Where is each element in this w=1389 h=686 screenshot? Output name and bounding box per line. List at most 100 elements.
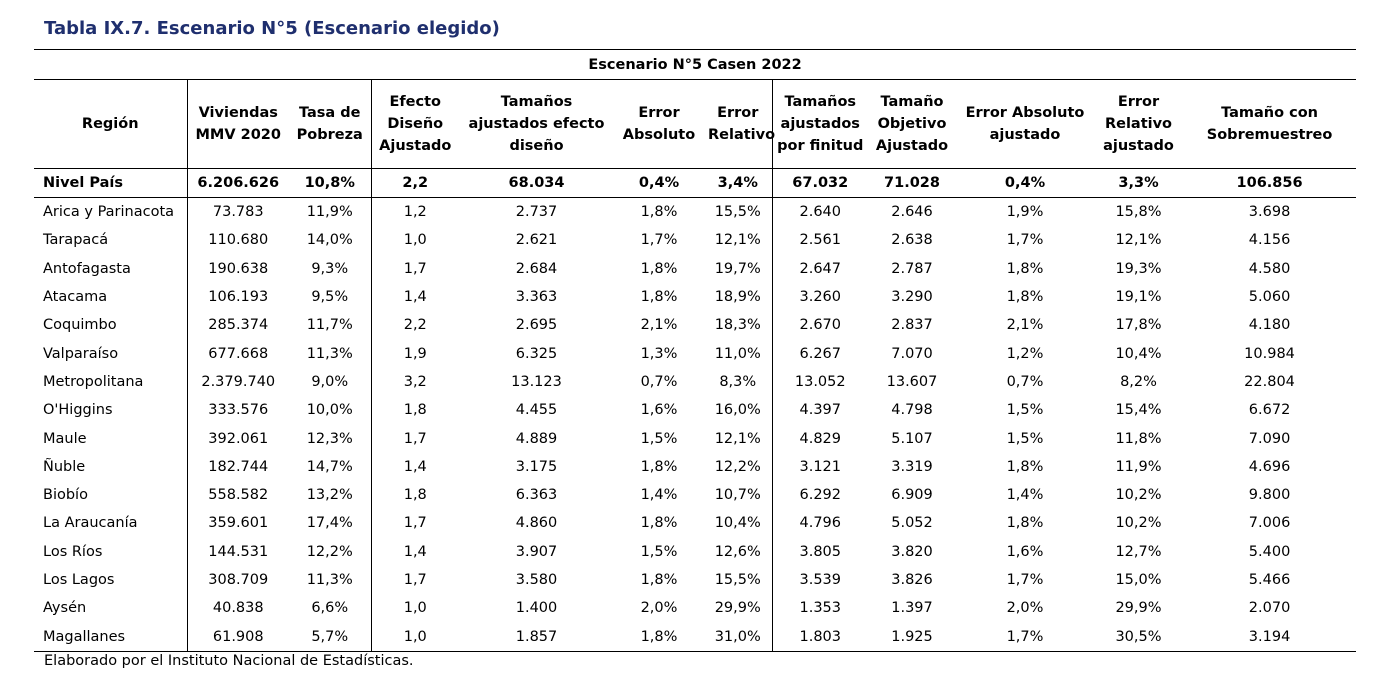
table-row: Los Lagos 308.709 11,3% 1,7 3.580 1,8% 15,5% 3.… xyxy=(34,565,1356,595)
region-cell: O'Higgins xyxy=(34,396,188,425)
table-cell: 3.698 xyxy=(1248,204,1291,221)
table-cell: 12,6% xyxy=(704,537,773,566)
table-cell: 11,3% xyxy=(289,565,372,595)
table-cell: 12,1% xyxy=(704,226,773,255)
table-cell: 308.709 xyxy=(208,572,269,588)
table-cell: 3.826 xyxy=(891,572,933,588)
table-cell: 10,4% xyxy=(704,509,773,538)
scenario-table: Escenario N°5 Casen 2022 Región Vivienda… xyxy=(34,49,1357,652)
table-cell: 144.531 xyxy=(208,543,269,560)
table-cell: 677.668 xyxy=(208,345,269,362)
table-cell: Nivel País xyxy=(34,168,188,198)
table-cell: 19,7% xyxy=(704,254,773,283)
table-cell: 3.121 xyxy=(799,458,841,475)
table-cell: 2.647 xyxy=(799,260,841,277)
table-cell: 1,8% xyxy=(640,260,678,277)
column-header: Viviendas MMV 2020 xyxy=(187,79,289,169)
table-cell: 2,2 xyxy=(403,317,427,334)
table-cell: 5.400 xyxy=(1248,543,1291,560)
table-cell: 106.856 xyxy=(1183,168,1357,198)
table-cell: 1.397 xyxy=(891,600,933,617)
table-cell: 6.325 xyxy=(515,345,558,362)
table-cell: 29,9% xyxy=(1115,600,1162,617)
table-cell: 1,2 xyxy=(403,204,427,221)
table-cell: 67.032 xyxy=(772,168,868,198)
table-cell: 10,4% xyxy=(1115,345,1162,362)
table-cell: 1,0 xyxy=(403,600,427,617)
table-cell: 19,1% xyxy=(1115,289,1162,306)
table-cell: 3,2 xyxy=(403,373,427,390)
table-cell: 4.889 xyxy=(515,430,558,447)
table-cell: 8,2% xyxy=(1120,373,1157,390)
table-cell: 4.180 xyxy=(1248,317,1291,334)
table-cell: 3.319 xyxy=(891,458,933,475)
table-cell: 1,7 xyxy=(403,260,427,277)
table-cell: 11,8% xyxy=(1115,430,1162,447)
region-cell: Tarapacá xyxy=(34,226,188,255)
table-cell: 6.292 xyxy=(799,487,841,504)
table-row: Arica y Parinacota 73.783 11,9% 1,2 2.737 1,8… xyxy=(34,197,1356,227)
table-row: O'Higgins 333.576 10,0% 1,8 4.455 1,6% 16,0% 4.… xyxy=(34,396,1356,425)
table-cell: 1,7 xyxy=(403,430,427,447)
table-cell: 106.193 xyxy=(208,289,269,306)
column-header: Error Absoluto ajustado xyxy=(956,79,1094,169)
table-cell: 1.353 xyxy=(799,600,841,617)
column-header: Región xyxy=(34,79,188,169)
table-cell: 285.374 xyxy=(208,317,269,334)
table-title: Tabla IX.7. Escenario N°5 (Escenario ele… xyxy=(44,18,500,39)
table-cell: 12,1% xyxy=(1115,232,1162,249)
table-cell: 1,6% xyxy=(1006,543,1044,560)
table-cell: 1,0 xyxy=(371,622,459,652)
region-cell: La Araucanía xyxy=(34,509,188,538)
table-cell: 2.646 xyxy=(891,204,933,221)
column-header: Tamaños ajustados efecto diseño xyxy=(459,79,614,169)
table-cell: 15,4% xyxy=(1115,402,1162,419)
table-cell: 1,9 xyxy=(403,345,427,362)
table-cell: 1,8% xyxy=(640,289,678,306)
region-cell: Antofagasta xyxy=(34,254,188,283)
table-cell: 558.582 xyxy=(208,487,269,504)
table-cell: 14,7% xyxy=(289,452,372,481)
table-cell: 1,8% xyxy=(614,622,704,652)
table-cell: 15,8% xyxy=(1115,204,1162,221)
table-cell: 12,7% xyxy=(1115,543,1162,560)
table-row: Atacama 106.193 9,5% 1,4 3.363 1,8% 18,9% 3.260… xyxy=(34,282,1356,312)
table-cell: 29,9% xyxy=(704,594,773,623)
table-cell: 19,3% xyxy=(1115,260,1162,277)
table-cell: 2.695 xyxy=(515,317,558,334)
table-cell: 11,7% xyxy=(289,311,372,340)
table-row: Antofagasta 190.638 9,3% 1,7 2.684 1,8% 19,7% 2… xyxy=(34,254,1356,283)
table-cell: 3.363 xyxy=(515,289,558,306)
table-cell: 5.052 xyxy=(891,515,933,532)
table-cell: 1,7 xyxy=(403,572,427,588)
table-cell: 5.107 xyxy=(891,430,933,447)
table-cell: 2.638 xyxy=(891,232,933,249)
table-cell: 359.601 xyxy=(208,515,269,532)
column-header: Error Relativo xyxy=(704,79,775,169)
table-cell: 1,8% xyxy=(640,204,678,221)
table-cell: 9.800 xyxy=(1248,487,1291,504)
table-cell: 12,2% xyxy=(289,537,372,566)
table-cell: 1,3% xyxy=(640,345,678,362)
region-cell: Arica y Parinacota xyxy=(34,197,188,227)
table-cell: 11,3% xyxy=(289,339,372,368)
table-cell: 1,7% xyxy=(1006,232,1044,249)
table-cell: 2,0% xyxy=(640,600,678,617)
table-cell: 4.397 xyxy=(799,402,841,419)
table-cell: 18,9% xyxy=(704,282,773,312)
table-cell: 14,0% xyxy=(289,226,372,255)
table-cell: 11,9% xyxy=(1115,458,1162,475)
table-cell: 1,6% xyxy=(640,402,678,419)
table-cell: 333.576 xyxy=(208,402,269,419)
table-row: Magallanes 61.908 5,7% 1,0 1.857 1,8% 31,0% 1.8… xyxy=(34,622,1357,652)
scenario-header: Escenario N°5 Casen 2022 xyxy=(34,49,1357,80)
region-cell: Los Ríos xyxy=(34,537,188,566)
table-cell: 12,2% xyxy=(704,452,773,481)
table-cell: 2.561 xyxy=(799,232,841,249)
table-cell: 182.744 xyxy=(208,458,269,475)
table-cell: 1.857 xyxy=(459,622,614,652)
table-cell: 2.684 xyxy=(515,260,558,277)
table-cell: 22.804 xyxy=(1244,373,1295,390)
table-cell: 2.837 xyxy=(891,317,933,334)
table-cell: 3.805 xyxy=(799,543,841,560)
